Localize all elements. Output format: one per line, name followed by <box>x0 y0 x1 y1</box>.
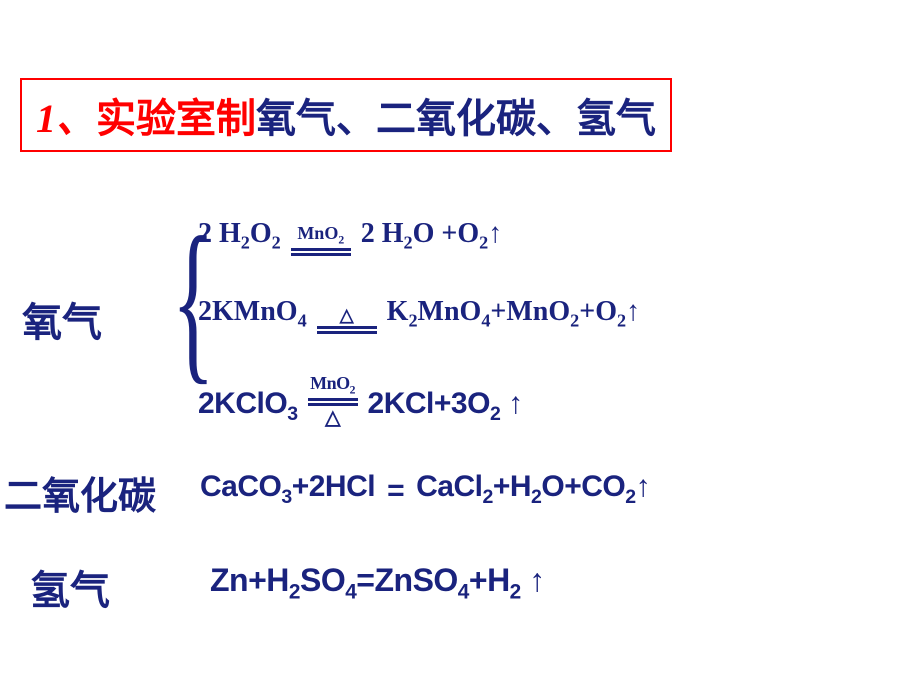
title-box: 1、 实验室制 氧气、二氧化碳、氢气 <box>20 78 672 152</box>
label-oxygen: 氧气 <box>22 290 102 348</box>
label-h2: 氢气 <box>30 558 110 616</box>
eq1-arrow: MnO2 <box>291 224 351 256</box>
eq1-catalyst: MnO2 <box>297 224 344 246</box>
eq2-rhs: K2MnO4+MnO2+O2↑ <box>387 296 640 330</box>
equation-5: Zn+H2SO4=ZnSO4+H2 ↑ <box>210 562 545 603</box>
eq3-heat-icon <box>325 408 340 428</box>
eq1-lhs: 2 H2O2 <box>198 218 281 252</box>
eq3-rhs: 2KCl+3O2 ↑ <box>368 387 523 425</box>
eq3-lhs: 2KClO3 <box>198 387 298 425</box>
eq4-rhs: CaCl2+H2O+CO2↑ <box>416 470 650 508</box>
title-number: 1、 <box>36 86 96 144</box>
equation-4: CaCO3+2HCl = CaCl2+H2O+CO2↑ <box>200 470 650 508</box>
eq2-lhs: 2KMnO4 <box>198 296 307 330</box>
title-rest-part: 氧气、二氧化碳、氢气 <box>256 86 656 144</box>
eq2-heat-icon <box>340 306 354 324</box>
equation-3: 2KClO3 MnO2 2KCl+3O2 ↑ <box>198 370 523 424</box>
label-co2: 二氧化碳 <box>4 465 156 520</box>
eq4-lhs: CaCO3+2HCl <box>200 470 375 508</box>
equation-2: 2KMnO4 K2MnO4+MnO2+O2↑ <box>198 296 640 330</box>
title-red-part: 实验室制 <box>96 86 256 144</box>
eq3-catalyst: MnO2 <box>310 374 355 396</box>
eq5-full: Zn+H2SO4=ZnSO4+H2 ↑ <box>210 562 545 603</box>
equation-1: 2 H2O2 MnO2 2 H2O +O2↑ <box>198 218 502 252</box>
eq2-arrow <box>317 306 377 334</box>
eq1-rhs: 2 H2O +O2↑ <box>361 218 502 252</box>
eq3-arrow: MnO2 <box>308 374 358 428</box>
eq4-equals: = <box>387 474 404 508</box>
